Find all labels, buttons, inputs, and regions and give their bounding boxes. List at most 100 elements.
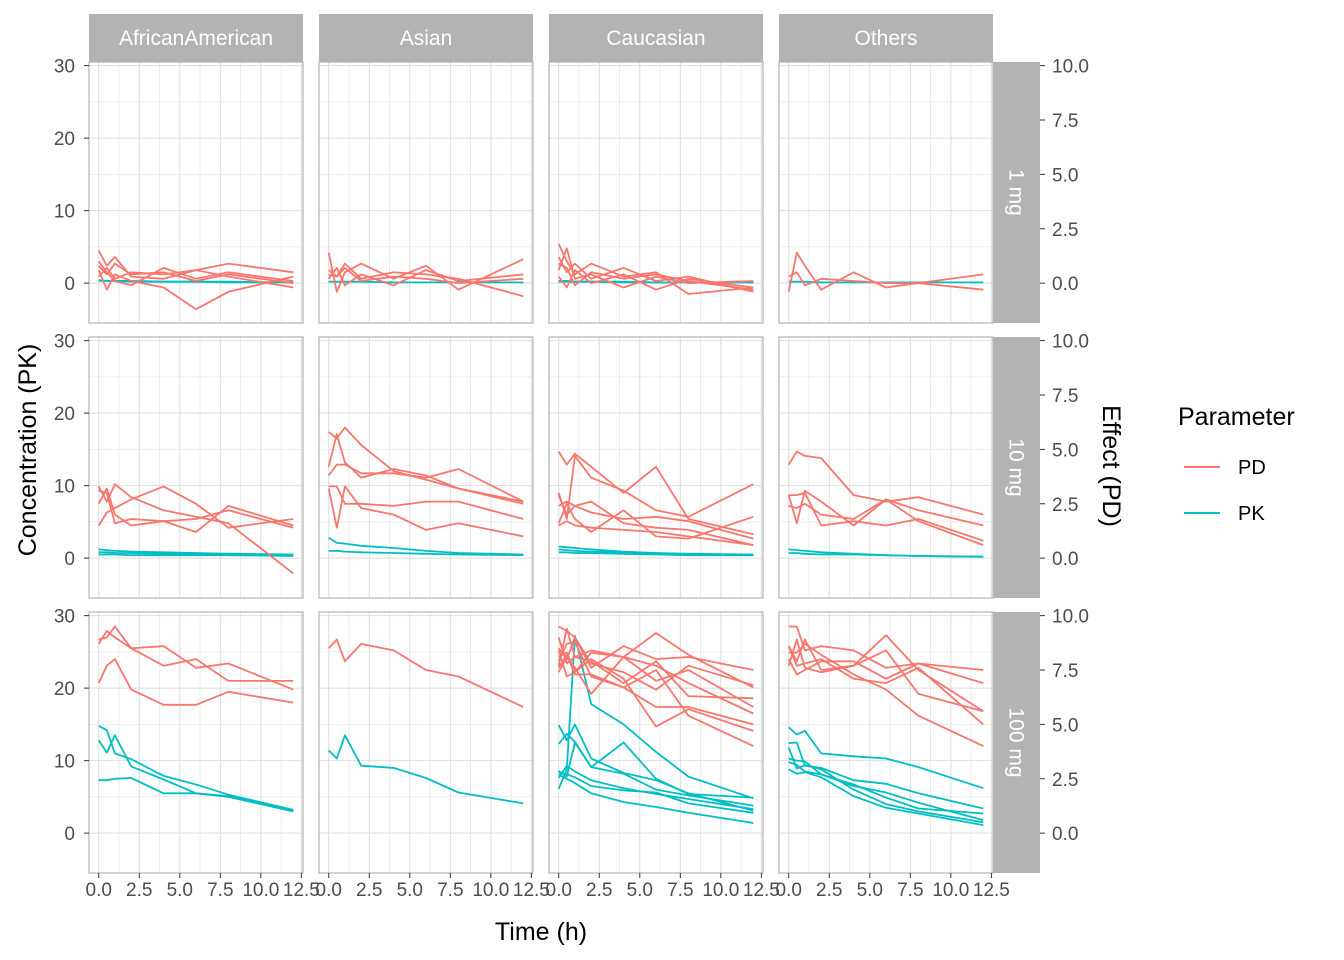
panel-caucasian-1-mg — [548, 61, 764, 324]
x-tick-label: 10.0 — [932, 880, 969, 901]
pd-series-line-4 — [557, 454, 754, 520]
y-tick-label: 0 — [64, 824, 75, 845]
y2-tick-label: 2.5 — [1052, 495, 1078, 516]
pk-series-line-2 — [788, 552, 984, 558]
pd-series-line-5 — [558, 500, 754, 540]
pd-series-line-9 — [557, 653, 754, 726]
pd-series-line-8 — [557, 636, 754, 691]
x-tick-label: 7.5 — [207, 880, 233, 901]
pd-series-line-2 — [98, 625, 294, 682]
pd-series-line-1 — [557, 451, 754, 536]
axes-layer: AfricanAmerican Asian Caucasian Others 1 mg 1… — [54, 14, 1089, 901]
y2-tick-label: 5.0 — [1052, 165, 1078, 186]
y-tick-label: 0 — [64, 274, 75, 295]
panel-border — [548, 336, 764, 599]
pd-series-line-4 — [787, 658, 984, 684]
pd-series-line-5 — [98, 262, 294, 284]
panel-others-10-mg — [778, 336, 994, 599]
x-tick-label: 0.0 — [86, 880, 112, 901]
y-tick-label: 10 — [54, 202, 75, 223]
panel-background — [549, 62, 763, 323]
y-tick-label: 0 — [64, 549, 75, 570]
row-strip-10-mg — [993, 337, 1040, 598]
column-strip-label-africanamerican: AfricanAmerican — [119, 27, 273, 50]
x-axis-title: Time (h) — [495, 918, 587, 946]
column-strip-others — [779, 14, 993, 62]
x-tick-label: 0.0 — [316, 880, 342, 901]
pd-series-line-4 — [788, 498, 984, 546]
pd-series-line-4 — [328, 266, 524, 285]
pd-series-line-2 — [787, 489, 984, 527]
x-tick-label: 12.5 — [283, 880, 320, 901]
y2-tick-label: 7.5 — [1052, 111, 1078, 132]
y2-tick-label: 2.5 — [1052, 220, 1078, 241]
x-tick-label: 7.5 — [897, 880, 923, 901]
x-tick-label: 10.0 — [702, 880, 739, 901]
pd-series-line-6 — [558, 520, 754, 546]
pd-series-line-3 — [97, 658, 294, 706]
pd-series-line-1 — [557, 243, 754, 295]
pk-series-line-5 — [788, 768, 984, 826]
legend-title: Parameter — [1178, 403, 1295, 431]
pk-series-line-3 — [98, 777, 294, 813]
y2-tick-label: 7.5 — [1052, 661, 1078, 682]
y-tick-label: 10 — [54, 477, 75, 498]
panel-background — [319, 612, 533, 873]
panel-background — [779, 337, 993, 598]
panel-border — [548, 611, 764, 874]
y2-tick-label: 0.0 — [1052, 274, 1078, 295]
x-tick-label: 12.5 — [513, 880, 550, 901]
y2-tick-label: 10.0 — [1052, 57, 1089, 78]
legend-label-pd: PD — [1238, 457, 1266, 479]
pk-series-line-1 — [328, 734, 524, 805]
row-strip-1-mg — [993, 62, 1040, 323]
row-strip-label-100-mg: 100 mg — [1005, 707, 1028, 777]
x-tick-label: 2.5 — [586, 880, 612, 901]
pd-series-line-1 — [97, 630, 294, 691]
panel-caucasian-10-mg — [548, 336, 764, 599]
column-strip-label-asian: Asian — [400, 27, 453, 50]
y2-tick-label: 7.5 — [1052, 386, 1078, 407]
pk-series-line-2 — [788, 741, 984, 810]
panel-border — [88, 336, 304, 599]
legend: Parameter PD PK — [1178, 403, 1295, 525]
x-tick-label: 7.5 — [667, 880, 693, 901]
pd-series-line-4 — [328, 485, 524, 520]
x-tick-label: 2.5 — [126, 880, 152, 901]
pd-series-line-1 — [327, 252, 524, 293]
y-tick-label: 30 — [54, 607, 75, 628]
y-tick-label: 30 — [54, 57, 75, 78]
column-strip-africanamerican — [89, 14, 303, 62]
pd-series-line-2 — [97, 485, 294, 529]
pk-series-line-2 — [98, 279, 294, 284]
x-tick-label: 5.0 — [627, 880, 653, 901]
pk-series-line-1 — [328, 280, 524, 284]
column-strip-asian — [319, 14, 533, 62]
pd-series-line-3 — [557, 247, 754, 289]
x-tick-label: 10.0 — [242, 880, 279, 901]
x-tick-label: 0.0 — [776, 880, 802, 901]
y2-tick-label: 0.0 — [1052, 549, 1078, 570]
pd-series-line-3 — [98, 489, 294, 533]
x-tick-label: 12.5 — [743, 880, 780, 901]
panel-caucasian-100-mg — [548, 611, 764, 874]
panel-background — [89, 337, 303, 598]
panel-africanamerican-100-mg — [88, 611, 304, 874]
pd-series-line-5 — [557, 640, 754, 747]
pk-series-line-7 — [558, 773, 754, 824]
column-strip-label-others: Others — [854, 27, 917, 50]
panels-layer — [88, 61, 994, 874]
x-tick-label: 12.5 — [973, 880, 1010, 901]
panel-others-100-mg — [778, 611, 994, 874]
panel-africanamerican-1-mg — [88, 61, 304, 324]
panel-border — [88, 611, 304, 874]
y2-tick-label: 2.5 — [1052, 770, 1078, 791]
panel-africanamerican-10-mg — [88, 336, 304, 599]
panel-background — [319, 62, 533, 323]
pd-series-line-5 — [327, 433, 524, 505]
y2-tick-label: 10.0 — [1052, 332, 1089, 353]
y2-tick-label: 10.0 — [1052, 607, 1089, 628]
x-tick-label: 5.0 — [857, 880, 883, 901]
y-tick-label: 20 — [54, 679, 75, 700]
